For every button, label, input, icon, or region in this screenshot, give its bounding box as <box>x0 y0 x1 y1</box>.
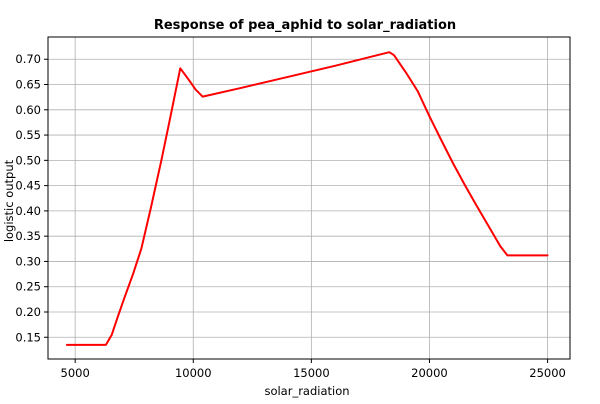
x-tick-label: 5000 <box>61 366 90 380</box>
x-tick-label: 10000 <box>175 366 212 380</box>
y-tick-label: 0.45 <box>15 179 41 193</box>
y-tick-label: 0.35 <box>15 229 41 243</box>
y-tick-label: 0.15 <box>15 330 41 344</box>
y-tick-label: 0.70 <box>15 52 41 66</box>
plot-frame <box>47 36 571 360</box>
y-tick-label: 0.25 <box>15 280 41 294</box>
y-tick-label: 0.40 <box>15 204 41 218</box>
tick-labels: 5000 10000 15000 20000 25000 0.15 0.20 0.25 0.30… <box>15 52 565 380</box>
series-layer <box>65 51 549 346</box>
chart-title: Response of pea_aphid to solar_radiation <box>154 18 456 33</box>
y-tick-label: 0.55 <box>15 128 41 142</box>
x-axis-label: solar_radiation <box>264 384 349 398</box>
y-tick-label: 0.65 <box>15 78 41 92</box>
ticks <box>44 58 549 363</box>
y-axis-label: logistic output <box>2 159 16 242</box>
y-tick-label: 0.50 <box>15 153 41 167</box>
x-tick-label: 20000 <box>411 366 448 380</box>
x-tick-label: 25000 <box>529 366 566 380</box>
y-tick-label: 0.60 <box>15 103 41 117</box>
x-tick-label: 15000 <box>293 366 330 380</box>
series-line <box>65 51 549 346</box>
grid <box>48 37 570 359</box>
y-tick-label: 0.20 <box>15 305 41 319</box>
y-tick-label: 0.30 <box>15 254 41 268</box>
